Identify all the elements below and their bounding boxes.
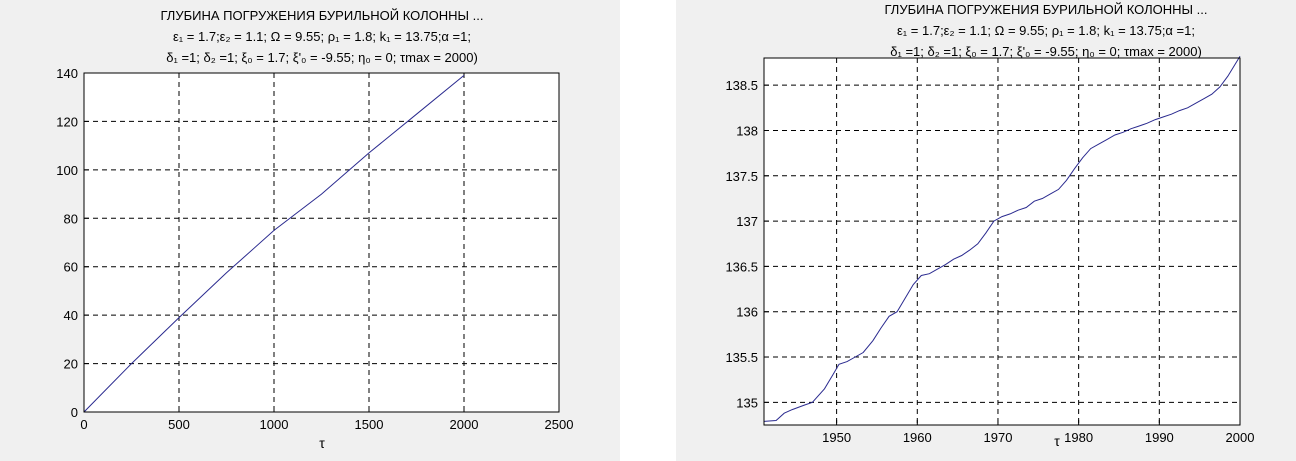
y-tick-label: 20 [64,357,78,372]
y-tick-label: 80 [64,211,78,226]
chart-title: ГЛУБИНА ПОГРУЖЕНИЯ БУРИЛЬНОЙ КОЛОННЫ ... [161,8,484,23]
x-tick-label: 1950 [822,430,851,445]
chart-panel-right: ГЛУБИНА ПОГРУЖЕНИЯ БУРИЛЬНОЙ КОЛОННЫ ...… [676,0,1296,461]
y-tick-label: 138 [736,123,758,138]
y-tick-label: 140 [56,66,78,81]
x-tick-label: 0 [80,417,87,432]
y-tick-label: 135.5 [725,350,758,365]
chart-panel-left: ГЛУБИНА ПОГРУЖЕНИЯ БУРИЛЬНОЙ КОЛОННЫ ...… [0,0,620,461]
y-tick-label: 138.5 [725,78,758,93]
x-tick-label: 1980 [1064,430,1093,445]
series-line [763,55,1241,422]
y-tick-label: 137.5 [725,169,758,184]
plot-frame [83,72,560,413]
y-tick-label: 0 [71,405,78,420]
y-tick-label: 60 [64,260,78,275]
x-tick-label: 1500 [355,417,384,432]
x-tick-label: 1970 [984,430,1013,445]
x-tick-label: 2000 [1226,430,1255,445]
line-chart-left: ГЛУБИНА ПОГРУЖЕНИЯ БУРИЛЬНОЙ КОЛОННЫ ...… [56,8,574,451]
x-axis-label: τ [319,435,325,451]
chart-subtitle-line1: ε₁ = 1.7;ε₂ = 1.1; Ω = 9.55; ρ₁ = 1.8; k… [173,29,471,44]
plot-frame [763,57,1241,426]
y-tick-label: 136 [736,305,758,320]
series-line [83,75,465,413]
x-tick-label: 1990 [1145,430,1174,445]
line-chart-right: ГЛУБИНА ПОГРУЖЕНИЯ БУРИЛЬНОЙ КОЛОННЫ ...… [725,2,1255,449]
x-tick-label: 1000 [260,417,289,432]
x-tick-label: 500 [168,417,190,432]
plot-area [83,72,560,413]
x-tick-label: 2500 [545,417,574,432]
y-tick-label: 136.5 [725,259,758,274]
y-tick-label: 135 [736,395,758,410]
y-tick-label: 40 [64,308,78,323]
chart-title: ГЛУБИНА ПОГРУЖЕНИЯ БУРИЛЬНОЙ КОЛОННЫ ... [885,2,1208,17]
y-tick-label: 120 [56,114,78,129]
x-tick-label: 2000 [450,417,479,432]
chart-subtitle-line2: δ₁ =1; δ₂ =1; ξ₀ = 1.7; ξ'₀ = -9.55; η₀ … [166,50,478,65]
x-axis-label: τ [1054,433,1060,449]
chart-subtitle-line1: ε₁ = 1.7;ε₂ = 1.1; Ω = 9.55; ρ₁ = 1.8; k… [897,23,1195,38]
x-tick-label: 1960 [903,430,932,445]
chart-subtitle-line2: δ₁ =1; δ₂ =1; ξ₀ = 1.7; ξ'₀ = -9.55; η₀ … [890,44,1202,59]
y-tick-label: 137 [736,214,758,229]
y-tick-label: 100 [56,163,78,178]
